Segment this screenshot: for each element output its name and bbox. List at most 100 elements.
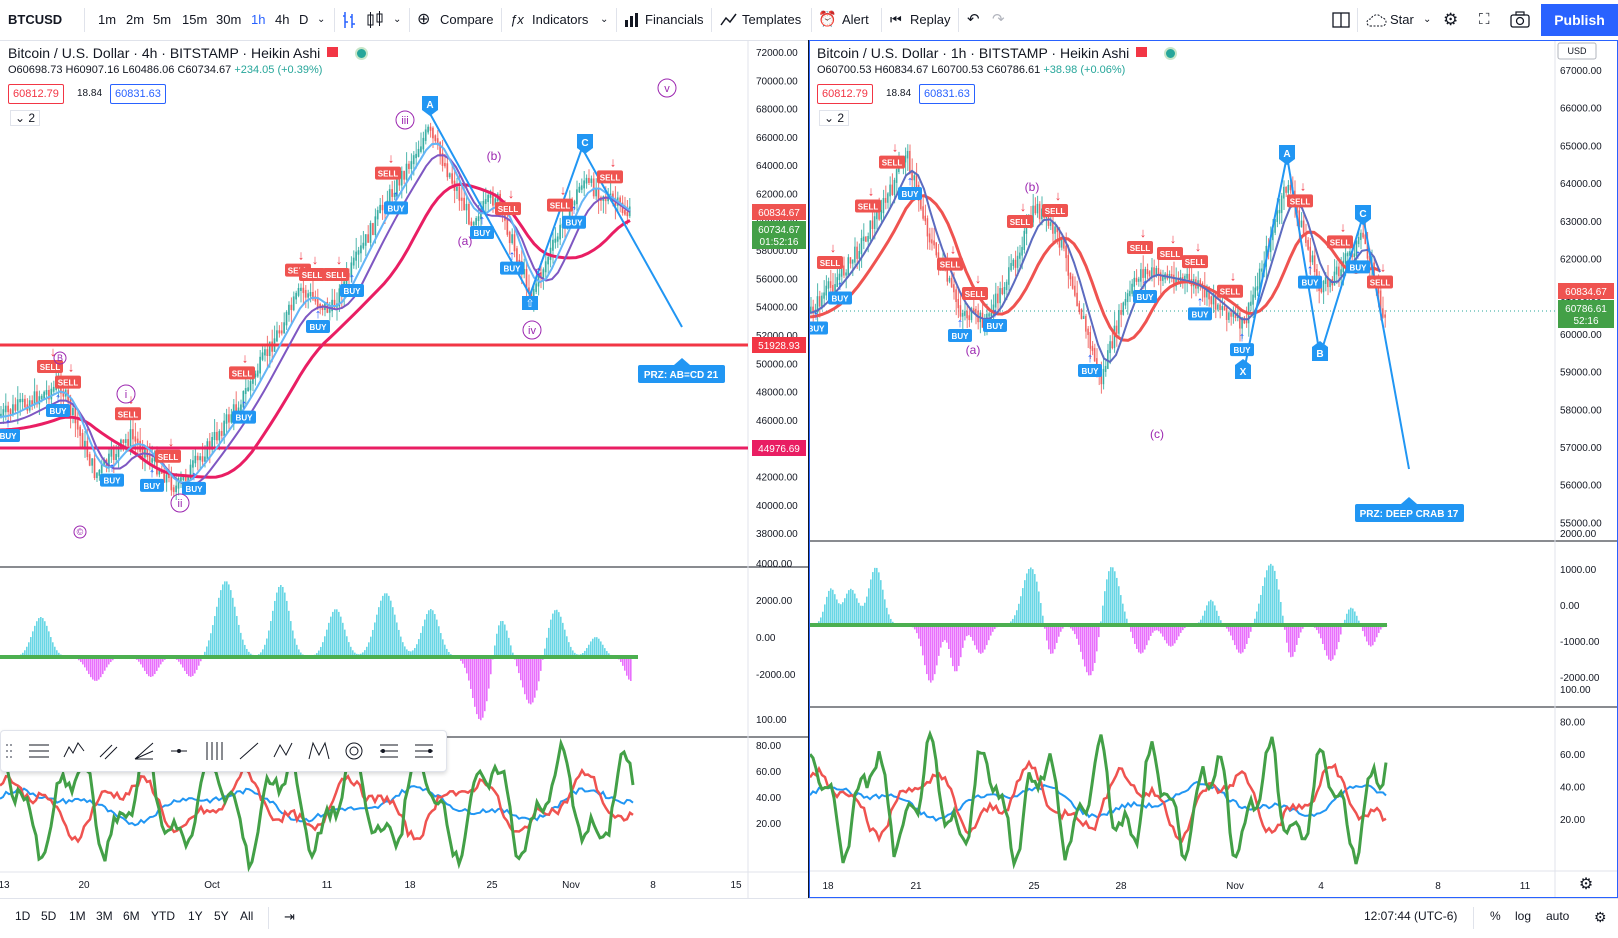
xabcd-pattern-icon[interactable] (307, 739, 331, 763)
deep-crab-pattern[interactable] (1243, 156, 1409, 469)
elliott-wave-icon[interactable] (62, 739, 86, 763)
symbol-search[interactable]: BTCUSD (8, 8, 62, 32)
indicators-button[interactable]: Indicators (532, 8, 588, 32)
compare-button[interactable]: Compare (440, 8, 493, 32)
fullscreen-icon[interactable]: ⛶ (1479, 8, 1490, 32)
candle (1118, 310, 1120, 334)
cycle-icon[interactable] (342, 739, 366, 763)
range-1M[interactable]: 1M (69, 909, 86, 923)
sell-price-button[interactable]: 60812.79 (8, 84, 64, 104)
undo-icon[interactable]: ↶ (967, 8, 980, 32)
interval-5m[interactable]: 5m (153, 8, 171, 32)
buy-price-button[interactable]: 60831.63 (919, 84, 975, 104)
axis-tick-label: 100.00 (756, 715, 787, 726)
compare-plus-icon[interactable]: ⊕ (417, 8, 430, 32)
axis-settings-gear-icon[interactable]: ⚙ (1579, 876, 1593, 893)
histogram-bar (1290, 625, 1292, 657)
axis-tick-label: 68000.00 (756, 105, 798, 116)
layout-name[interactable]: Star (1390, 8, 1414, 32)
interval-1h[interactable]: 1h (251, 8, 265, 32)
log-scale-toggle[interactable]: log (1515, 909, 1531, 923)
histogram-bar (592, 639, 594, 657)
right-price-axis[interactable]: 67000.0066000.0065000.0064000.0063000.00… (1560, 66, 1602, 826)
chart-type-icon[interactable] (366, 10, 390, 34)
histogram-bar (1324, 625, 1326, 650)
histogram-bar (1352, 609, 1354, 625)
histogram-bar (858, 603, 860, 625)
buy-signal-label: BUY (810, 325, 825, 334)
range-3M[interactable]: 3M (96, 909, 113, 923)
templates-icon[interactable] (720, 12, 738, 36)
right-chart-panel[interactable]: PRZ: DEEP CRAB 17 BUY↑SELL↓BUY↑SELL↓SELL… (809, 40, 1618, 898)
sell-price-button[interactable]: 60812.79 (817, 84, 873, 104)
financials-icon[interactable] (624, 12, 640, 36)
cloud-icon[interactable] (1365, 12, 1387, 36)
long-position-icon[interactable] (377, 739, 401, 763)
bottom-settings-gear-icon[interactable]: ⚙ (1594, 909, 1607, 926)
flag-icon[interactable] (327, 47, 338, 57)
publish-button[interactable]: Publish (1541, 4, 1618, 36)
right-chart-canvas[interactable]: PRZ: DEEP CRAB 17 BUY↑SELL↓BUY↑SELL↓SELL… (810, 41, 1617, 897)
indicators-icon[interactable]: ƒx (510, 8, 524, 32)
histogram-bar (348, 642, 350, 657)
indicators-collapse-toggle[interactable]: ⌄ 2 (10, 110, 40, 126)
templates-button[interactable]: Templates (742, 8, 801, 32)
horizontal-ray-icon[interactable] (167, 739, 191, 763)
camera-icon[interactable] (1510, 11, 1530, 35)
range-5D[interactable]: 5D (41, 909, 56, 923)
financials-button[interactable]: Financials (645, 8, 704, 32)
histogram-bar (1134, 625, 1136, 644)
range-5Y[interactable]: 5Y (214, 909, 229, 923)
short-position-icon[interactable] (412, 739, 436, 763)
abcd-pattern-icon[interactable] (272, 739, 296, 763)
range-1D[interactable]: 1D (15, 909, 30, 923)
interval-30m[interactable]: 30m (216, 8, 241, 32)
alert-clock-icon[interactable]: ⏰ (818, 8, 837, 32)
fib-fan-icon[interactable] (132, 739, 156, 763)
left-legend-title[interactable]: Bitcoin / U.S. Dollar · 4h · BITSTAMP · … (8, 45, 320, 61)
parallel-channel-icon[interactable] (97, 739, 121, 763)
fib-retracement-icon[interactable] (27, 739, 51, 763)
clock-time[interactable]: 12:07:44 (UTC-6) (1364, 909, 1457, 923)
layout-dropdown-icon[interactable]: ⌄ (1423, 8, 1431, 32)
bar-style-icon[interactable] (342, 10, 358, 34)
interval-15m[interactable]: 15m (182, 8, 207, 32)
candle (845, 272, 847, 275)
layout-icon[interactable] (1332, 12, 1350, 36)
settings-gear-icon[interactable]: ⚙ (1443, 8, 1458, 32)
replay-button[interactable]: Replay (910, 8, 950, 32)
right-legend-title[interactable]: Bitcoin / U.S. Dollar · 1h · BITSTAMP · … (817, 45, 1129, 61)
candle (226, 414, 228, 423)
drag-handle-icon[interactable] (5, 739, 29, 763)
sell-signal-label: SELL (1130, 244, 1151, 253)
goto-date-icon[interactable]: ⇥ (284, 909, 295, 925)
indicators-dropdown-icon[interactable]: ⌄ (600, 8, 608, 32)
vertical-lines-icon[interactable] (202, 739, 226, 763)
interval-2m[interactable]: 2m (126, 8, 144, 32)
alert-button[interactable]: Alert (842, 8, 869, 32)
left-chart-panel[interactable]: PRZ: AB=CD 21 BUY↑SELL↓SELL↓BUY↑BUY↑SELL… (0, 40, 808, 898)
range-YTD[interactable]: YTD (151, 909, 175, 923)
interval-1m[interactable]: 1m (98, 8, 116, 32)
candle (1230, 312, 1232, 316)
auto-scale-toggle[interactable]: auto (1546, 909, 1569, 923)
indicators-collapse-toggle[interactable]: ⌄ 2 (819, 110, 849, 126)
trend-line-icon[interactable] (237, 739, 261, 763)
chart-type-dropdown-icon[interactable]: ⌄ (393, 8, 401, 32)
interval-dropdown-icon[interactable]: ⌄ (317, 8, 325, 32)
interval-4h[interactable]: 4h (275, 8, 289, 32)
buy-price-button[interactable]: 60831.63 (110, 84, 166, 104)
interval-D[interactable]: D (299, 8, 308, 32)
histogram-bar (1234, 625, 1236, 645)
range-1Y[interactable]: 1Y (188, 909, 203, 923)
range-6M[interactable]: 6M (123, 909, 140, 923)
flag-icon[interactable] (1136, 47, 1147, 57)
range-All[interactable]: All (240, 909, 253, 923)
left-price-axis[interactable]: 72000.0070000.0068000.0066000.0064000.00… (756, 48, 798, 830)
percent-scale-toggle[interactable]: % (1490, 909, 1501, 923)
candle (1131, 284, 1133, 294)
redo-icon[interactable]: ↷ (992, 8, 1005, 32)
replay-icon[interactable]: ⏮ (890, 8, 902, 32)
